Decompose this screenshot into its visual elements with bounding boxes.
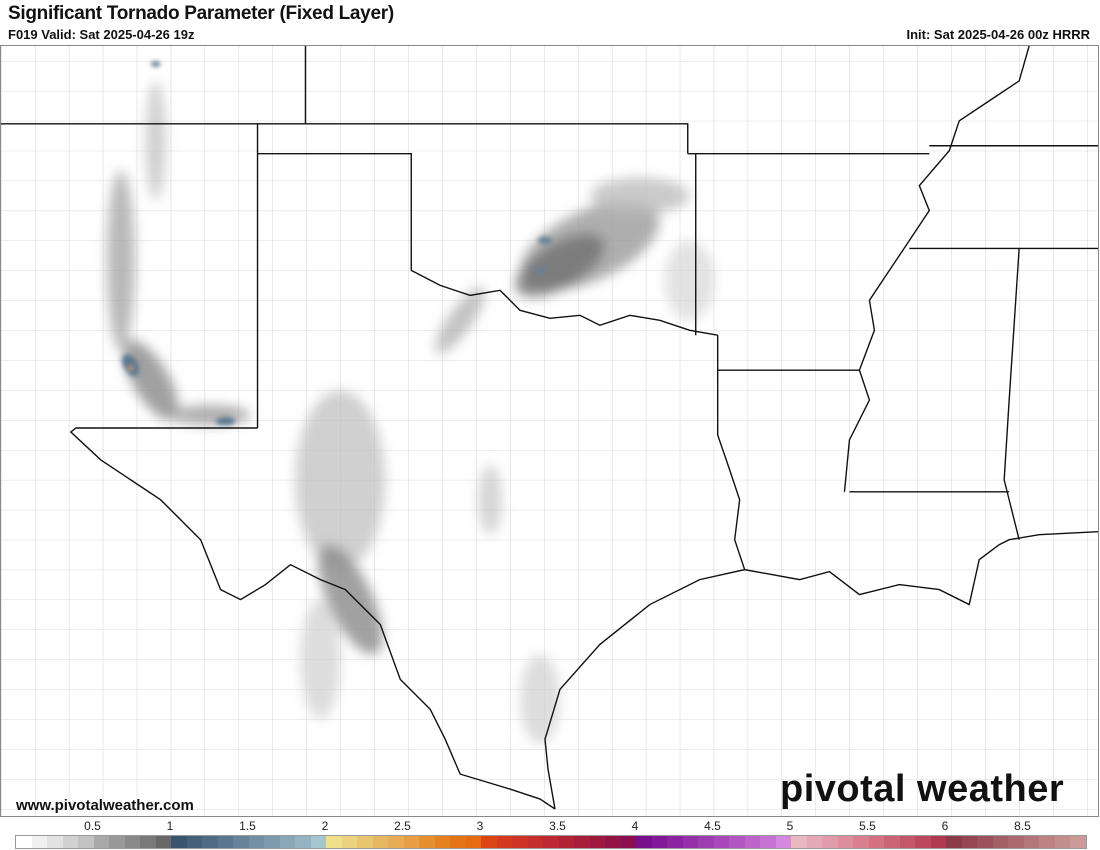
colorbar-swatch <box>419 836 435 848</box>
colorbar-swatch <box>775 836 791 848</box>
colorbar-tick-label: 0.5 <box>84 819 101 833</box>
colorbar-swatch <box>217 836 233 848</box>
colorbar-swatch <box>186 836 202 848</box>
colorbar-swatch <box>31 836 47 848</box>
colorbar-swatch <box>977 836 993 848</box>
colorbar-swatch <box>47 836 63 848</box>
colorbar-swatch <box>744 836 760 848</box>
init-time: Init: Sat 2025-04-26 00z HRRR <box>906 27 1090 42</box>
colorbar-tick-label: 4 <box>631 819 639 833</box>
colorbar-tick-label: 3.5 <box>549 819 566 833</box>
colorbar-swatch <box>992 836 1008 848</box>
colorbar-swatch <box>822 836 838 848</box>
colorbar-swatch <box>729 836 745 848</box>
colorbar-tick-label: 2 <box>321 819 329 833</box>
colorbar-swatch <box>496 836 512 848</box>
colorbar-swatch <box>1054 836 1070 848</box>
state-borders <box>1 46 1098 810</box>
colorbar-swatch <box>109 836 125 848</box>
colorbar-tick-label: 6 <box>941 819 949 833</box>
colorbar-swatch <box>388 836 404 848</box>
colorbar-swatch <box>93 836 109 848</box>
valid-time: F019 Valid: Sat 2025-04-26 19z <box>8 27 195 42</box>
colorbar-swatch <box>481 836 497 848</box>
colorbar-swatch <box>636 836 652 848</box>
colorbar-swatch <box>791 836 807 848</box>
colorbar-tick-label: 4.5 <box>704 819 721 833</box>
colorbar-tick-label: 3 <box>476 819 484 833</box>
colorbar-swatch <box>930 836 946 848</box>
colorbar-swatch <box>589 836 605 848</box>
colorbar-swatch <box>202 836 218 848</box>
colorbar-swatch <box>403 836 419 848</box>
colorbar-tick-label: 1.5 <box>239 819 256 833</box>
colorbar <box>15 835 1087 849</box>
colorbar-swatch <box>806 836 822 848</box>
colorbar-swatch <box>682 836 698 848</box>
colorbar-swatch <box>264 836 280 848</box>
colorbar-swatch <box>248 836 264 848</box>
colorbar-swatch <box>295 836 311 848</box>
colorbar-swatch <box>698 836 714 848</box>
stp-high-values <box>122 60 552 426</box>
colorbar-swatch <box>310 836 326 848</box>
colorbar-tick-label: 2.5 <box>394 819 411 833</box>
colorbar-swatch <box>155 836 171 848</box>
colorbar-swatch <box>915 836 931 848</box>
colorbar-swatch <box>140 836 156 848</box>
pivotal-weather-logo: pivotal weather <box>780 768 1065 810</box>
colorbar-swatch <box>465 836 481 848</box>
colorbar-swatch <box>450 836 466 848</box>
colorbar-swatch <box>667 836 683 848</box>
colorbar-swatch <box>1023 836 1039 848</box>
colorbar-swatch <box>884 836 900 848</box>
weather-map[interactable] <box>0 45 1099 817</box>
colorbar-swatch <box>527 836 543 848</box>
stp-shading <box>106 80 715 745</box>
colorbar-swatch <box>543 836 559 848</box>
colorbar-swatch <box>512 836 528 848</box>
colorbar-swatch <box>78 836 94 848</box>
website-url[interactable]: www.pivotalweather.com <box>16 797 194 814</box>
colorbar-swatch <box>171 836 187 848</box>
colorbar-swatch <box>837 836 853 848</box>
colorbar-swatch <box>279 836 295 848</box>
colorbar-swatch <box>605 836 621 848</box>
colorbar-swatch <box>620 836 636 848</box>
colorbar-tick-label: 1 <box>166 819 174 833</box>
colorbar-swatch <box>651 836 667 848</box>
colorbar-swatch <box>558 836 574 848</box>
colorbar-swatch <box>574 836 590 848</box>
colorbar-swatch <box>760 836 776 848</box>
colorbar-swatch <box>326 836 342 848</box>
colorbar-swatch <box>341 836 357 848</box>
colorbar-tick-label: 5 <box>786 819 794 833</box>
colorbar-swatch <box>16 836 32 848</box>
colorbar-swatch <box>946 836 962 848</box>
colorbar-swatch <box>853 836 869 848</box>
colorbar-swatch <box>62 836 78 848</box>
colorbar-swatch <box>124 836 140 848</box>
colorbar-swatch <box>434 836 450 848</box>
colorbar-tick-label: 8.5 <box>1014 819 1031 833</box>
colorbar-swatch <box>1070 836 1086 848</box>
map-title: Significant Tornado Parameter (Fixed Lay… <box>8 3 394 24</box>
colorbar-swatch <box>868 836 884 848</box>
colorbar-swatch <box>372 836 388 848</box>
colorbar-swatch <box>961 836 977 848</box>
colorbar-swatch <box>899 836 915 848</box>
colorbar-tick-label: 5.5 <box>859 819 876 833</box>
colorbar-swatch <box>357 836 373 848</box>
colorbar-swatch <box>1039 836 1055 848</box>
colorbar-swatch <box>233 836 249 848</box>
colorbar-swatch <box>1008 836 1024 848</box>
colorbar-swatch <box>713 836 729 848</box>
